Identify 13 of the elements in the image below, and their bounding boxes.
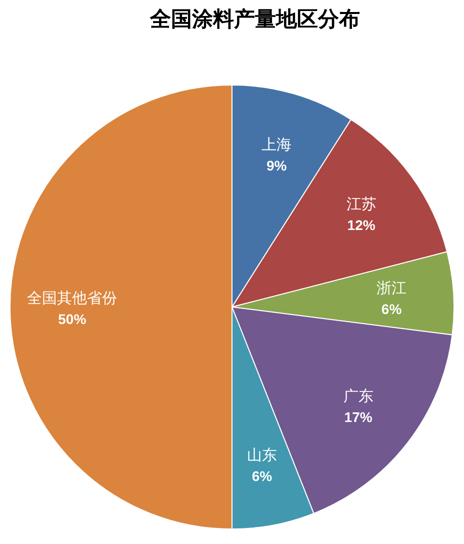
data-label: 6% (252, 468, 273, 484)
data-label: 17% (344, 408, 373, 425)
slice-label: 上海 (262, 136, 292, 154)
chart-title: 全国涂料产量地区分布 (149, 7, 360, 31)
slice-label: 广东 (343, 388, 374, 405)
slice-label: 江苏 (346, 196, 376, 214)
data-label: 9% (266, 158, 288, 174)
slice-label: 全国其他省份 (27, 290, 118, 307)
data-label: 12% (347, 217, 376, 234)
slice-label: 山东 (246, 447, 277, 464)
slice-label: 浙江 (376, 280, 407, 297)
data-label: 50% (58, 311, 87, 327)
data-label: 6% (381, 300, 402, 317)
